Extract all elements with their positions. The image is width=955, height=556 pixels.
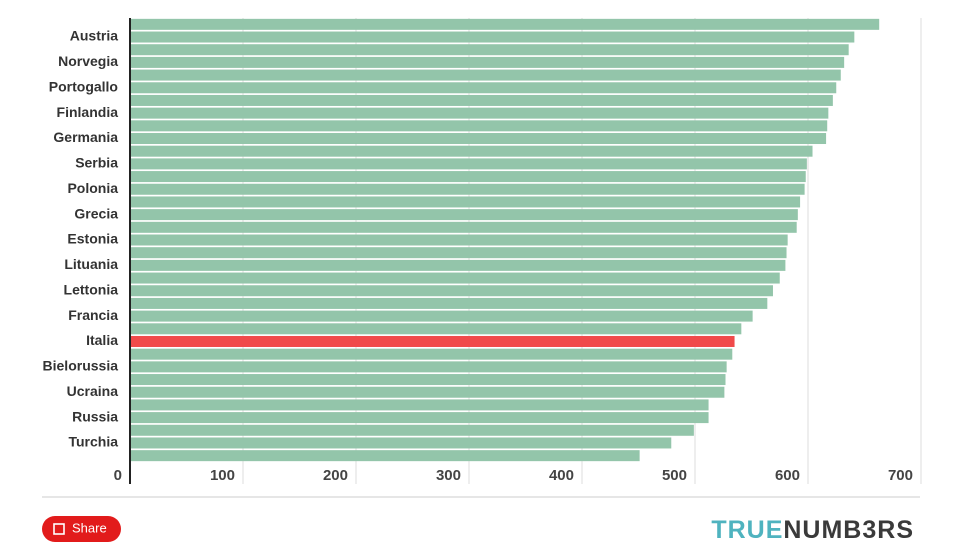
bar <box>130 120 828 132</box>
bar <box>130 412 709 424</box>
logo-a: TRUE <box>711 516 783 544</box>
y-tick-label: Turchia <box>68 434 118 450</box>
y-tick-label: Francia <box>68 307 118 323</box>
bar <box>130 386 725 398</box>
y-tick-label: Bielorussia <box>43 358 119 374</box>
bar <box>130 361 727 373</box>
bar <box>130 437 672 449</box>
x-tick-label: 0 <box>114 467 122 484</box>
y-tick-label: Lituania <box>64 256 118 272</box>
bar <box>130 69 841 81</box>
bar <box>130 285 773 297</box>
bar <box>130 310 753 322</box>
bar <box>130 133 827 145</box>
bar <box>130 221 797 233</box>
x-tick-label: 100 <box>210 467 235 484</box>
y-tick-label: Italia <box>86 332 118 348</box>
bar <box>130 18 880 30</box>
bar <box>130 183 805 195</box>
bar <box>130 31 855 43</box>
bar <box>130 171 806 183</box>
y-tick-label: Serbia <box>75 155 118 171</box>
x-tick-label: 600 <box>775 467 800 484</box>
y-tick-label: Norvegia <box>58 53 118 69</box>
bar <box>130 44 849 56</box>
bar <box>130 272 780 284</box>
x-tick-label: 200 <box>323 467 348 484</box>
y-tick-label: Austria <box>70 28 118 44</box>
bar <box>130 94 833 106</box>
bar <box>130 247 787 259</box>
x-tick-label: 500 <box>662 467 687 484</box>
bar <box>130 259 786 271</box>
bar <box>130 323 742 335</box>
bar <box>130 209 798 221</box>
y-tick-label: Lettonia <box>64 281 119 297</box>
bar <box>130 158 807 170</box>
bar <box>130 374 726 386</box>
logo-b: NUMB3RS <box>783 516 914 544</box>
share-button[interactable]: Share <box>42 516 121 542</box>
y-tick-label: Grecia <box>74 205 118 221</box>
x-tick-label: 700 <box>888 467 913 484</box>
bar <box>130 56 845 68</box>
y-tick-label: Russia <box>72 408 118 424</box>
x-tick-label: 300 <box>436 467 461 484</box>
bar <box>130 450 640 462</box>
x-tick-label: 400 <box>549 467 574 484</box>
bar <box>130 145 813 157</box>
logo: TRUENUMB3RS <box>711 516 914 544</box>
bar <box>130 348 733 360</box>
y-tick-label: Germania <box>53 129 118 145</box>
y-tick-label: Portogallo <box>49 78 118 94</box>
bar <box>130 234 788 246</box>
bar <box>130 297 768 309</box>
y-tick-label: Estonia <box>67 231 118 247</box>
y-tick-label: Polonia <box>67 180 118 196</box>
bar <box>130 107 829 119</box>
bar <box>130 399 709 411</box>
y-tick-label: Ucraina <box>67 383 119 399</box>
bar <box>130 424 694 436</box>
share-icon <box>53 523 65 535</box>
bar <box>130 196 801 208</box>
bar <box>130 82 837 94</box>
share-bg[interactable] <box>42 516 121 542</box>
bar <box>130 335 735 347</box>
y-tick-label: Finlandia <box>57 104 119 120</box>
share-label[interactable]: Share <box>72 520 107 535</box>
